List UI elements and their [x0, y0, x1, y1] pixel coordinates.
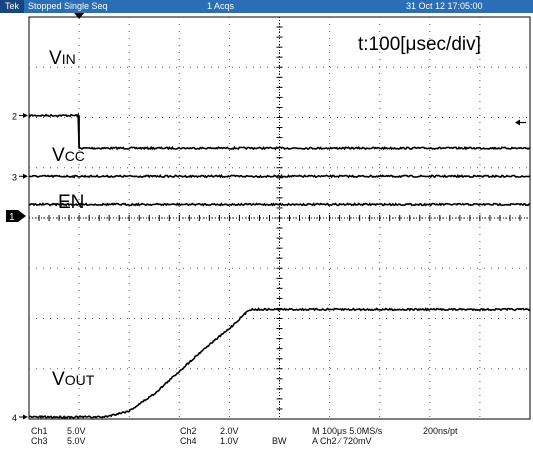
trigger-position-marker [74, 13, 85, 19]
time-scale-label: t:100[μsec/div] [358, 34, 481, 55]
series-label-vin: VIN [49, 48, 76, 69]
channel-marker-arrowhead [23, 112, 28, 118]
channel-marker-arrowhead [23, 173, 28, 179]
channel-marker-label: 1 [9, 212, 15, 223]
ch4-label: Ch4 [180, 436, 197, 446]
series-label-vcc: VCC [52, 145, 85, 166]
timestamp: 31 Oct 12 17:05:00 [406, 1, 483, 11]
series-line-vin [28, 112, 531, 151]
channel-settings-bar: Ch1 5.0V Ch3 5.0V Ch2 2.0V Ch4 1.0V BW M… [0, 424, 533, 453]
ch4-scale: 1.0V [220, 436, 239, 446]
channel-marker-box [6, 209, 18, 222]
trigger-label: A Ch2 ∕ 720mV [312, 436, 372, 446]
channel-marker-label: 2 [12, 111, 17, 121]
series-label-vout: VOUT [52, 369, 95, 390]
acquisition-count: 1 Acqs [207, 1, 235, 11]
ch2-label: Ch2 [180, 426, 197, 436]
channel-marker-arrow [18, 209, 26, 222]
ch1-label: Ch1 [31, 426, 48, 436]
series-label-en: EN [58, 192, 84, 213]
resolution-label: 200ns/pt [423, 426, 458, 436]
oscilloscope-display: VIN VCC EN VOUT t:100[μsec/div] 2 3 1 4 [6, 13, 531, 423]
bandwidth-limit-label: BW [272, 436, 287, 446]
ch3-label: Ch3 [31, 436, 48, 446]
channel-marker-label: 3 [12, 172, 17, 182]
ch1-scale: 5.0V [67, 426, 86, 436]
series-line-vout [28, 307, 531, 420]
brand-label: Tek [0, 0, 24, 13]
series-line-vcc [28, 173, 531, 179]
ch2-scale: 2.0V [220, 426, 239, 436]
channel-marker-label: 4 [12, 413, 17, 423]
status-bar: Tek Stopped Single Seq 1 Acqs 31 Oct 12 … [0, 0, 533, 13]
ch3-scale: 5.0V [67, 436, 86, 446]
timebase-label: M 100μs 5.0MS/s [312, 426, 383, 436]
channel-marker-arrowhead [23, 414, 28, 420]
series-line-en [28, 202, 531, 207]
trigger-level-arrow [515, 119, 520, 126]
acquisition-status: Stopped Single Seq [28, 1, 108, 11]
